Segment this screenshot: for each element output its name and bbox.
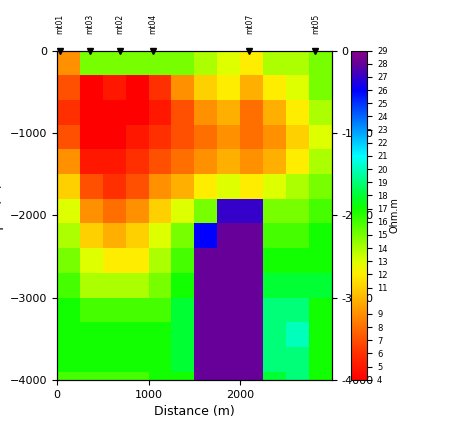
X-axis label: Distance (m): Distance (m) (154, 405, 235, 418)
Y-axis label: Depth (m): Depth (m) (0, 183, 4, 247)
Text: mt01: mt01 (55, 14, 64, 34)
Text: mt07: mt07 (245, 14, 254, 34)
Text: mt03: mt03 (85, 14, 94, 34)
Text: mt04: mt04 (149, 14, 157, 34)
Y-axis label: Ohm.m: Ohm.m (389, 197, 399, 233)
Text: mt05: mt05 (311, 14, 320, 34)
Text: mt02: mt02 (116, 14, 125, 34)
